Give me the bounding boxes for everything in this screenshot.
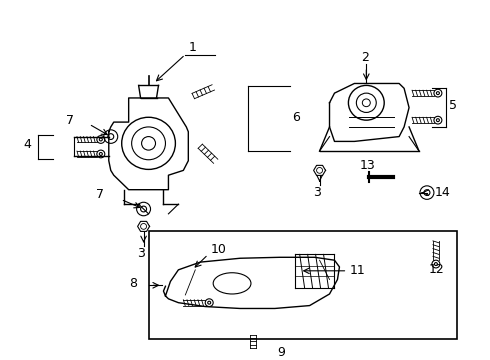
- Text: 6: 6: [292, 111, 299, 124]
- Text: 3: 3: [137, 247, 145, 260]
- Text: 9: 9: [277, 346, 285, 359]
- Text: 13: 13: [359, 159, 375, 172]
- Text: 11: 11: [349, 264, 365, 277]
- Text: 12: 12: [429, 264, 445, 276]
- Text: 1: 1: [188, 41, 196, 54]
- Text: 2: 2: [361, 51, 369, 64]
- Bar: [148, 231, 457, 339]
- Text: 5: 5: [449, 99, 457, 112]
- Text: 14: 14: [435, 186, 451, 199]
- Text: 4: 4: [23, 138, 31, 151]
- Text: 10: 10: [210, 243, 226, 256]
- Text: 8: 8: [129, 277, 137, 290]
- Text: 7: 7: [96, 188, 104, 201]
- Text: 3: 3: [313, 186, 320, 199]
- Text: 7: 7: [66, 114, 74, 127]
